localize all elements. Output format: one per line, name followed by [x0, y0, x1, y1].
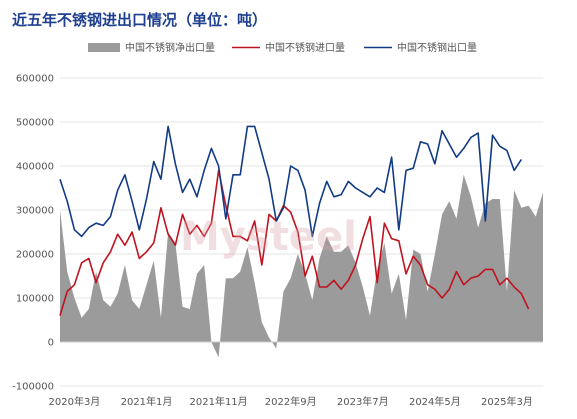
y-tick-label: -100000 [12, 382, 54, 393]
series-area-net [60, 174, 543, 358]
watermark: Mysteel [180, 214, 357, 260]
x-tick-label: 2021年11月 [190, 395, 248, 408]
plot-area [59, 125, 543, 358]
legend: 中国不锈钢净出口量 中国不锈钢进口量 中国不锈钢出口量 [88, 41, 477, 54]
chart-title: 近五年不锈钢进出口情况（单位：吨） [12, 11, 267, 29]
y-tick-label: 400000 [16, 162, 54, 173]
x-tick-label: 2021年1月 [121, 395, 173, 408]
y-tick-label: 300000 [16, 206, 54, 217]
legend-swatch-net [88, 43, 120, 52]
y-tick-label: 500000 [16, 118, 54, 129]
legend-label-import: 中国不锈钢进口量 [265, 41, 345, 54]
series-line-export [59, 125, 523, 238]
y-tick-label: 100000 [16, 294, 54, 305]
series-line-import [59, 169, 530, 316]
legend-label-net: 中国不锈钢净出口量 [125, 41, 215, 54]
x-axis-ticks: 2020年3月 2021年1月 2021年11月 2022年9月 2023年7月 2024… [49, 395, 533, 408]
y-tick-label: 0 [48, 338, 54, 349]
y-axis-ticks: -100000 0 100000 200000 300000 400000 500000 60… [12, 74, 54, 393]
x-tick-label: 2024年5月 [409, 395, 461, 408]
legend-label-export: 中国不锈钢出口量 [397, 41, 477, 54]
x-tick-label: 2020年3月 [49, 395, 101, 408]
x-tick-label: 2022年9月 [265, 395, 317, 408]
y-tick-label: 600000 [16, 74, 54, 85]
x-tick-label: 2025年3月 [481, 395, 533, 408]
y-tick-label: 200000 [16, 250, 54, 261]
x-tick-label: 2023年7月 [337, 395, 389, 408]
